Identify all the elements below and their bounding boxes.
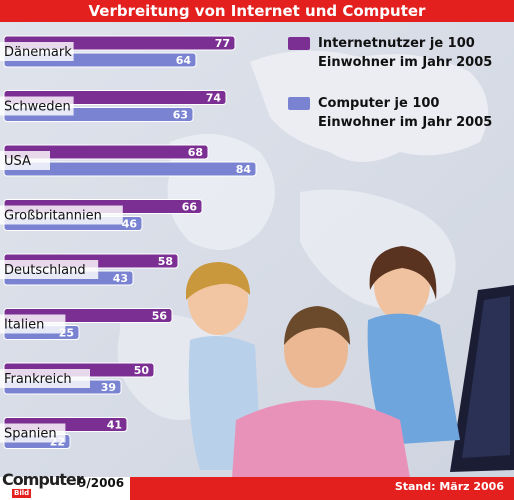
- value-label-computer-1: 63: [173, 109, 188, 122]
- legend-computer-line1: Computer je 100: [318, 96, 440, 111]
- category-label-7: Spanien: [4, 427, 57, 442]
- category-label-bg-0: [0, 42, 74, 61]
- issue-number: 9/2006: [78, 476, 125, 490]
- value-label-internet-6: 50: [134, 364, 150, 377]
- value-label-internet-7: 41: [107, 419, 122, 432]
- category-label-2: USA: [4, 154, 31, 169]
- chart-title: Verbreitung von Internet und Computer: [88, 2, 426, 20]
- value-label-computer-6: 39: [101, 381, 116, 394]
- header-band: [0, 0, 514, 22]
- value-label-computer-0: 64: [176, 54, 192, 67]
- value-label-internet-3: 66: [182, 201, 198, 214]
- legend-internet-line2: Einwohner im Jahr 2005: [318, 55, 493, 70]
- category-label-3: Großbritannien: [4, 209, 102, 224]
- category-label-0: Dänemark: [4, 45, 72, 60]
- value-label-computer-4: 43: [113, 272, 128, 285]
- stand-date: Stand: März 2006: [394, 480, 504, 493]
- value-label-internet-4: 58: [158, 255, 173, 268]
- category-label-bg-2: [0, 151, 50, 170]
- legend-computer-line2: Einwohner im Jahr 2005: [318, 115, 493, 130]
- category-label-4: Deutschland: [4, 263, 86, 278]
- legend-swatch-computer: [288, 97, 310, 110]
- category-label-5: Italien: [4, 318, 44, 333]
- category-label-bg-3: [0, 205, 123, 225]
- footer-band: [130, 477, 514, 500]
- category-label-bg-6: [0, 369, 90, 388]
- legend-label-internet: Internetnutzer je 100 Einwohner im Jahr …: [318, 34, 508, 72]
- category-label-bg-5: [0, 314, 66, 334]
- legend-swatch-internet: [288, 37, 310, 50]
- legend-internet-line1: Internetnutzer je 100: [318, 36, 475, 51]
- value-label-internet-1: 74: [206, 92, 222, 105]
- value-label-computer-2: 84: [236, 163, 252, 176]
- category-label-6: Frankreich: [4, 372, 72, 387]
- category-label-bg-7: [0, 423, 66, 443]
- computer-bild-logo: Computer: [2, 470, 84, 489]
- value-label-internet-2: 68: [188, 146, 203, 159]
- value-label-computer-3: 46: [122, 218, 138, 231]
- category-label-1: Schweden: [4, 100, 71, 115]
- value-label-internet-0: 77: [215, 37, 230, 50]
- logo-sub-label: Bild: [12, 489, 32, 498]
- category-label-bg-4: [0, 260, 99, 279]
- category-label-bg-1: [0, 96, 74, 116]
- legend-label-computer: Computer je 100 Einwohner im Jahr 2005: [318, 94, 508, 132]
- value-label-internet-5: 56: [152, 310, 168, 323]
